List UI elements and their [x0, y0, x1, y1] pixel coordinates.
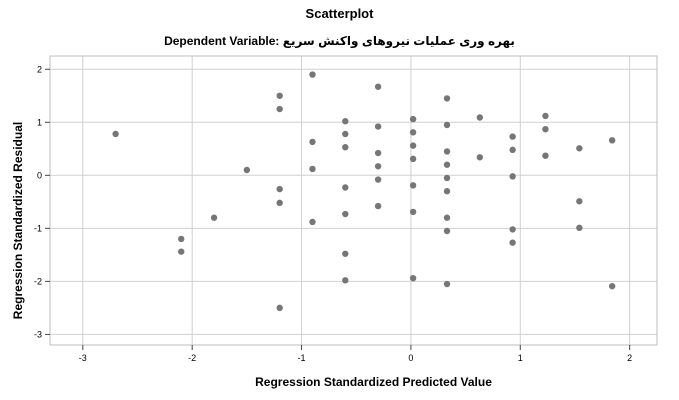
data-point [443, 148, 451, 155]
data-point [342, 184, 349, 191]
data-point [443, 161, 451, 168]
x-tick-label: 2 [627, 353, 632, 363]
data-point [576, 224, 583, 232]
x-axis-title: Regression Standardized Predicted Value [255, 375, 492, 389]
y-tick-label: -1 [34, 223, 42, 233]
data-point [342, 130, 349, 138]
y-tick-label: -3 [34, 329, 42, 339]
data-point [409, 155, 417, 163]
data-point [409, 129, 417, 136]
y-axis-title: Regression Standardized Residual [11, 122, 25, 319]
data-point [374, 163, 382, 170]
data-point [409, 115, 417, 123]
data-point [276, 105, 283, 113]
data-point [374, 83, 382, 90]
data-point [443, 227, 451, 235]
data-point [476, 154, 484, 161]
data-point [276, 92, 283, 99]
chart-subtitle: Dependent Variable: بهره وری عملیات نیرو… [164, 34, 515, 48]
data-point [342, 210, 349, 218]
data-point [576, 198, 583, 205]
data-point [178, 235, 185, 243]
data-point [374, 176, 382, 183]
data-points [112, 71, 616, 312]
data-point [342, 250, 349, 257]
y-tick-label: 2 [37, 64, 42, 74]
data-point [243, 166, 251, 174]
y-tick-label: 1 [37, 117, 42, 127]
data-point [409, 182, 417, 189]
data-point [443, 121, 451, 129]
data-point [443, 174, 451, 182]
data-point [374, 202, 382, 210]
data-point [409, 142, 417, 149]
data-point [276, 199, 283, 207]
data-point [342, 277, 349, 284]
data-point [178, 248, 185, 255]
x-tick-label: 1 [518, 353, 523, 363]
data-point [443, 95, 451, 102]
grid-lines [50, 56, 657, 345]
y-tick-label: 0 [37, 170, 42, 180]
data-point [276, 185, 283, 193]
data-point [576, 145, 583, 152]
data-point [542, 125, 549, 133]
data-point [509, 133, 516, 140]
x-tick-label: -3 [79, 353, 87, 363]
data-point [309, 165, 316, 173]
chart-title: Scatterplot [305, 6, 374, 21]
data-point [509, 146, 516, 154]
data-point [409, 208, 417, 216]
data-point [342, 118, 349, 125]
data-point [443, 188, 451, 195]
y-tick-label: -2 [34, 276, 42, 286]
data-point [509, 226, 516, 233]
data-point [276, 304, 283, 312]
data-point [443, 214, 451, 221]
axis-ticks: -3 -2 -1 0 1 2 -3 -2 -1 0 1 2 [34, 64, 632, 363]
data-point [210, 214, 218, 221]
data-point [608, 282, 616, 290]
data-point [112, 130, 119, 138]
data-point [542, 112, 549, 120]
x-tick-label: -1 [298, 353, 306, 363]
data-point [542, 152, 549, 159]
data-point [342, 144, 349, 151]
data-point [309, 71, 316, 78]
data-point [309, 218, 316, 226]
data-point [443, 280, 451, 288]
data-point [409, 274, 417, 282]
plot-frame [49, 55, 658, 346]
data-point [374, 123, 382, 130]
data-point [374, 149, 382, 157]
data-point [509, 239, 516, 246]
data-point [509, 173, 516, 180]
x-tick-label: 0 [408, 353, 413, 363]
data-point [476, 114, 484, 121]
data-point [608, 137, 616, 144]
x-tick-label: -2 [188, 353, 196, 363]
data-point [309, 138, 316, 146]
